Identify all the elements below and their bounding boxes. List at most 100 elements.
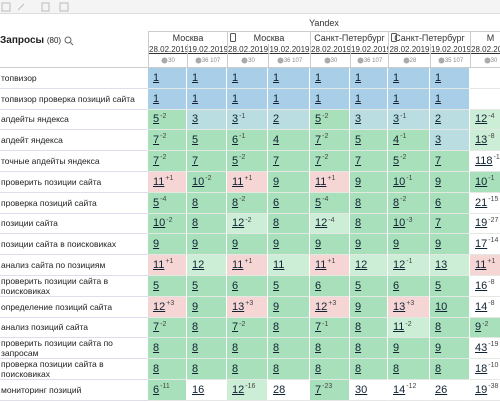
position: 5	[273, 279, 280, 292]
query-header[interactable]: Запросы (80)	[0, 14, 148, 68]
position: 7	[315, 321, 322, 334]
position-cell: 9	[430, 338, 470, 360]
position: 11	[153, 175, 165, 188]
position: 1	[232, 71, 239, 84]
position-cell: 1	[148, 88, 187, 110]
position: 13	[435, 259, 448, 272]
position: 12	[475, 113, 488, 126]
position: 8	[192, 363, 199, 376]
position: 1	[192, 71, 199, 84]
position: 7	[315, 155, 322, 168]
position-cell: 11	[268, 255, 310, 276]
position: 11	[315, 259, 327, 272]
count: 30	[330, 58, 338, 64]
engine-header: Yandex	[148, 14, 500, 32]
position: 19	[475, 383, 488, 396]
date-header: 28.02.2019	[148, 44, 187, 56]
position-change: -1	[400, 133, 407, 141]
position-change: -2	[400, 195, 407, 203]
position: 5	[435, 279, 442, 292]
position-cell: 8	[350, 192, 388, 214]
position-change: -16	[493, 154, 500, 162]
position: 8	[435, 321, 442, 334]
position: 7	[153, 134, 160, 147]
position-cell: 12 -2	[227, 213, 268, 235]
position: 3	[355, 113, 362, 126]
position: 5	[355, 279, 362, 292]
position-change: -1	[406, 175, 413, 182]
query: проверка позиции сайта в поисковиках	[0, 359, 148, 380]
position: 43	[475, 342, 488, 355]
position-cell: 16	[187, 380, 227, 401]
region-name: Санкт-Петербург	[314, 33, 385, 43]
position-cell: 1	[148, 68, 187, 89]
count-icon	[241, 57, 248, 64]
position-cell: 4 -1	[388, 130, 430, 152]
count-header: 28	[388, 56, 430, 68]
position: 6	[232, 279, 239, 292]
query: проверка позиций сайта	[0, 193, 148, 214]
position-cell: 1	[430, 68, 470, 89]
position-cell: 5 -4	[148, 192, 187, 214]
query: анализ сайта по позициям	[0, 255, 148, 276]
position-cell: 8	[227, 359, 268, 380]
position-cell: 10 -3	[388, 213, 430, 235]
position-change: -4	[160, 195, 167, 203]
date-header: 28.02.2019	[470, 44, 500, 56]
position-cell: 9	[350, 234, 388, 256]
position: 8	[192, 217, 199, 230]
position-cell: 11 +1	[148, 172, 187, 193]
query: проверить позиции сайта в поисковиках	[0, 276, 148, 297]
position-cell: 6	[430, 192, 470, 214]
position-change: -2	[239, 195, 246, 203]
date-header: 28.02.2019	[388, 44, 430, 56]
position-change: -2	[160, 112, 167, 120]
position: 7	[153, 155, 160, 168]
position-cell: 8	[227, 338, 268, 360]
position: 8	[153, 342, 160, 355]
position: 9	[192, 300, 199, 313]
position-change: -14	[488, 237, 499, 245]
position-cell: 8	[350, 317, 388, 339]
position-cell: 12 +3	[310, 296, 350, 318]
position-cell: 14 -8	[470, 296, 500, 318]
position: 1	[153, 92, 160, 105]
position-cell: 12 -16	[227, 380, 268, 401]
position: 8	[315, 363, 322, 376]
position-change: -1	[400, 112, 407, 120]
position-change: -12	[406, 383, 417, 390]
position: 8	[192, 342, 199, 355]
position: 19	[475, 217, 488, 230]
position-change: -15	[488, 195, 499, 203]
position-cell: 5 -2	[388, 151, 430, 172]
position-cell: 5	[350, 130, 388, 152]
position-change: -1	[239, 133, 246, 141]
position-change: -2	[239, 154, 246, 162]
position: 7	[192, 155, 199, 168]
position-cell: 7 -2	[310, 130, 350, 152]
position: 7	[435, 217, 442, 230]
position: 5	[232, 155, 239, 168]
position: 8	[355, 217, 362, 230]
mobile-icon	[230, 33, 236, 42]
position-cell: 8	[148, 338, 187, 360]
search-icon[interactable]	[64, 36, 74, 46]
position-change: -2	[322, 112, 329, 120]
position-cell: 10 -2	[187, 172, 227, 193]
region-name: Москва	[253, 33, 285, 43]
position: 1	[355, 92, 362, 105]
position-cell: 6	[268, 192, 310, 214]
position-cell: 10	[430, 296, 470, 318]
position-cell: 11 +1	[310, 255, 350, 276]
count-header: 30	[310, 56, 350, 68]
position: 28	[273, 383, 286, 396]
position-change: +1	[327, 175, 336, 182]
position-cell: 8	[268, 317, 310, 339]
position-cell: 4	[268, 130, 310, 152]
position-cell: 2	[430, 109, 470, 131]
toolbar-icons	[1, 2, 69, 12]
position-cell: 13 -8	[470, 130, 500, 152]
count-icon	[403, 57, 410, 64]
position-cell: 1	[227, 88, 268, 110]
position-cell: 1	[187, 88, 227, 110]
